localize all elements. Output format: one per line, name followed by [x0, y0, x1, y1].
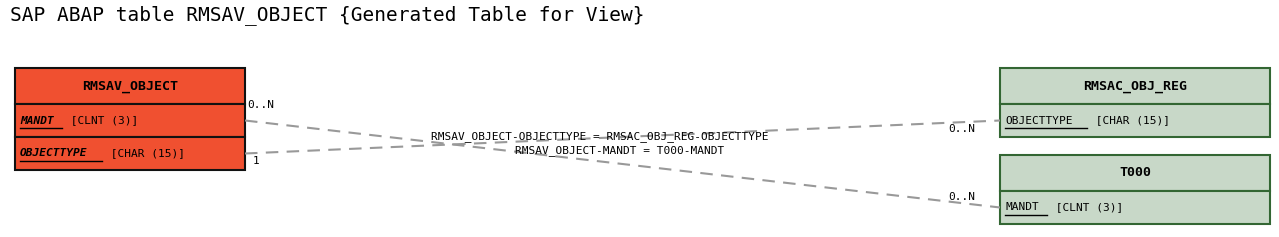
- Text: 0..N: 0..N: [247, 100, 274, 110]
- Text: SAP ABAP table RMSAV_OBJECT {Generated Table for View}: SAP ABAP table RMSAV_OBJECT {Generated T…: [10, 5, 645, 25]
- Text: [CHAR (15)]: [CHAR (15)]: [104, 149, 185, 159]
- Bar: [15, 137, 246, 170]
- Bar: [15, 68, 246, 104]
- Text: 1: 1: [253, 156, 260, 167]
- Text: RMSAC_OBJ_REG: RMSAC_OBJ_REG: [1083, 79, 1187, 92]
- Text: [CLNT (3)]: [CLNT (3)]: [64, 115, 138, 126]
- Text: RMSAV_OBJECT: RMSAV_OBJECT: [82, 79, 178, 92]
- Text: OBJECTTYPE: OBJECTTYPE: [20, 149, 87, 159]
- Text: MANDT: MANDT: [20, 115, 54, 126]
- Text: [CHAR (15)]: [CHAR (15)]: [1088, 115, 1170, 126]
- Text: RMSAV_OBJECT-OBJECTTYPE = RMSAC_OBJ_REG-OBJECTTYPE: RMSAV_OBJECT-OBJECTTYPE = RMSAC_OBJ_REG-…: [431, 131, 769, 141]
- Text: RMSAV_OBJECT-MANDT = T000-MANDT: RMSAV_OBJECT-MANDT = T000-MANDT: [515, 145, 725, 156]
- Text: T000: T000: [1119, 167, 1151, 179]
- Bar: [1000, 191, 1270, 224]
- Text: 0..N: 0..N: [948, 192, 975, 202]
- Text: OBJECTTYPE: OBJECTTYPE: [1005, 115, 1073, 126]
- Text: 0..N: 0..N: [948, 123, 975, 133]
- Text: [CLNT (3)]: [CLNT (3)]: [1049, 202, 1123, 213]
- Text: MANDT: MANDT: [1005, 202, 1039, 213]
- Bar: [1000, 104, 1270, 137]
- Bar: [15, 104, 246, 137]
- Bar: [1000, 155, 1270, 191]
- Bar: [1000, 68, 1270, 104]
